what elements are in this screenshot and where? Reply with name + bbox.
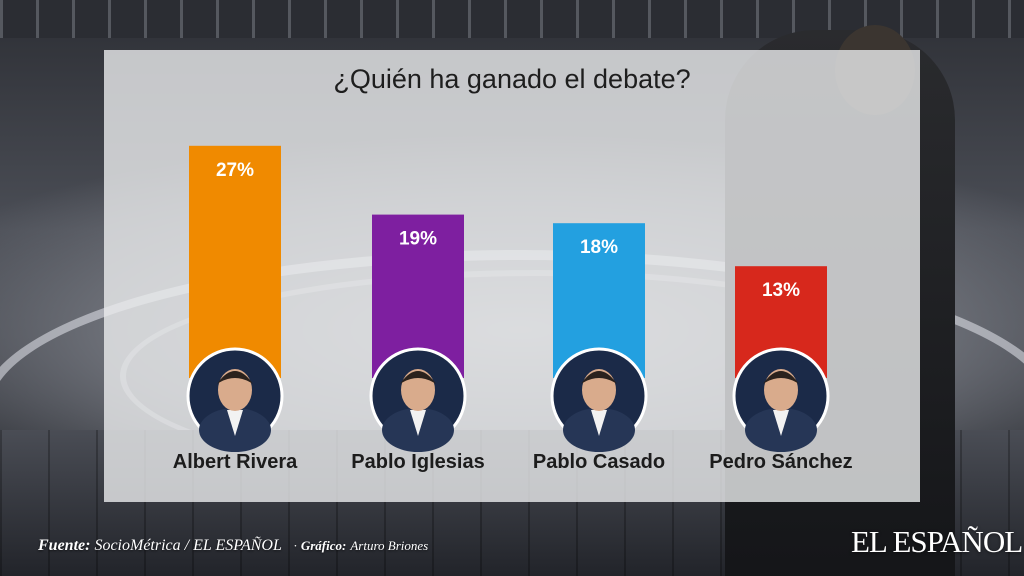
data-label-2: 19% bbox=[399, 229, 437, 250]
avatar-face-1 bbox=[218, 369, 252, 411]
category-label-1: Albert Rivera bbox=[173, 451, 298, 473]
credits: Fuente: SocioMétrica / EL ESPAÑOL · Gráf… bbox=[38, 537, 428, 555]
avatar-hair-2 bbox=[400, 371, 436, 384]
avatar-shirt-2 bbox=[410, 410, 426, 436]
bar-1 bbox=[189, 145, 281, 378]
category-label-3: Pablo Casado bbox=[533, 451, 665, 473]
avatar-face-3 bbox=[582, 369, 616, 411]
chart-title: ¿Quién ha ganado el debate? bbox=[333, 64, 691, 94]
el-espanol-logo: EL ESPAÑOL bbox=[851, 524, 1023, 559]
avatar-hair-1 bbox=[217, 371, 253, 384]
credits-separator: · bbox=[293, 538, 297, 553]
data-label-3: 18% bbox=[580, 237, 618, 258]
category-label-2: Pablo Iglesias bbox=[351, 451, 484, 473]
avatar-face-2 bbox=[401, 369, 435, 411]
avatar-shirt-4 bbox=[773, 410, 789, 436]
graphic-value: Arturo Briones bbox=[350, 538, 429, 553]
data-label-1: 27% bbox=[216, 160, 254, 181]
category-label-4: Pedro Sánchez bbox=[709, 451, 852, 473]
graphic-label: Gráfico: bbox=[300, 538, 347, 553]
source-value: SocioMétrica / EL ESPAÑOL bbox=[94, 537, 282, 554]
avatar-shirt-1 bbox=[227, 410, 243, 436]
source-label: Fuente: bbox=[38, 537, 91, 554]
data-label-4: 13% bbox=[762, 280, 800, 301]
avatar-hair-3 bbox=[581, 371, 617, 384]
avatar-hair-4 bbox=[763, 371, 799, 384]
avatar-shirt-3 bbox=[591, 410, 607, 436]
avatar-face-4 bbox=[764, 369, 798, 411]
